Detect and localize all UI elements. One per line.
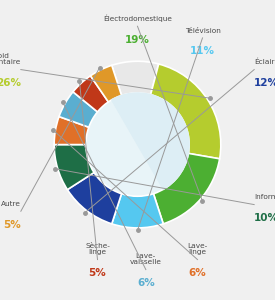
Text: 11%: 11% <box>190 46 215 56</box>
Wedge shape <box>54 145 94 190</box>
Wedge shape <box>153 153 220 224</box>
Text: 19%: 19% <box>125 34 150 45</box>
Text: Électrodomestique: Électrodomestique <box>103 15 172 22</box>
Text: 5%: 5% <box>3 220 21 230</box>
Text: Froid
alimentaire: Froid alimentaire <box>0 53 21 65</box>
Text: Lave-
vaisselle: Lave- vaisselle <box>130 253 162 266</box>
Text: Télévision: Télévision <box>185 28 221 34</box>
Wedge shape <box>59 92 98 127</box>
Wedge shape <box>54 117 89 145</box>
Text: Éclairage: Éclairage <box>254 58 275 65</box>
Text: 6%: 6% <box>137 278 155 288</box>
Text: 10%: 10% <box>254 213 275 223</box>
Wedge shape <box>112 93 189 189</box>
Text: 12%: 12% <box>254 78 275 88</box>
Wedge shape <box>90 65 122 102</box>
Text: 6%: 6% <box>189 268 206 278</box>
Text: 5%: 5% <box>89 268 106 278</box>
Circle shape <box>86 93 189 196</box>
Text: Lave-
linge: Lave- linge <box>187 243 208 255</box>
Wedge shape <box>67 172 122 224</box>
Wedge shape <box>73 76 108 112</box>
Text: 26%: 26% <box>0 78 21 88</box>
Wedge shape <box>112 61 159 95</box>
Wedge shape <box>112 194 163 228</box>
Wedge shape <box>151 64 221 159</box>
Text: Informatique: Informatique <box>254 194 275 200</box>
Text: Autre: Autre <box>1 201 21 207</box>
Text: Sèche-
linge: Sèche- linge <box>85 243 110 255</box>
